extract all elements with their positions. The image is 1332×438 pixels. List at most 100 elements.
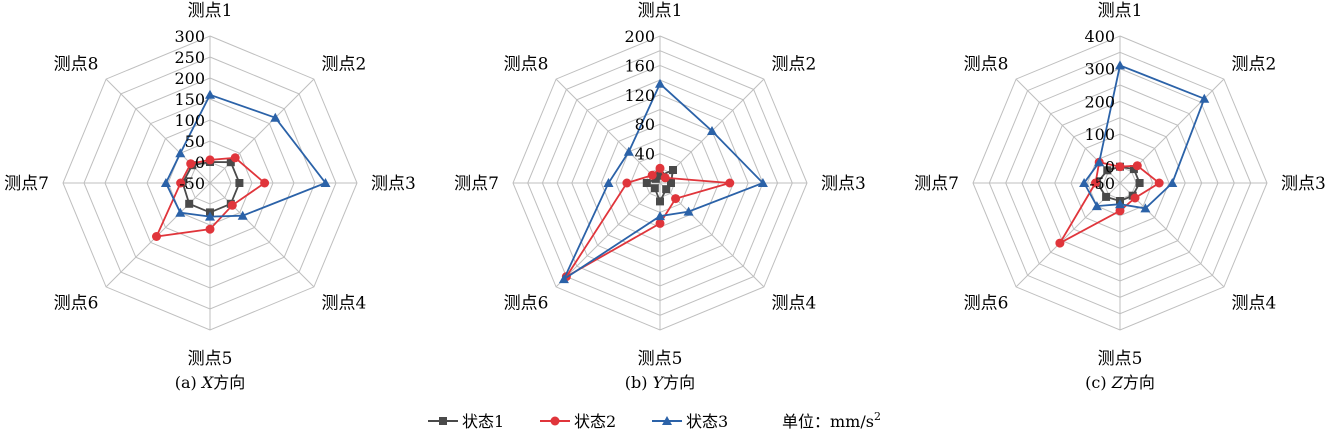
r-tick-label: -50 <box>1089 174 1115 193</box>
r-tick-label: 200 <box>174 69 205 88</box>
data-point-y-s2-7 <box>622 178 632 188</box>
r-tick-label: -50 <box>179 174 205 193</box>
category-label-z-3: 测点3 <box>1281 174 1326 194</box>
data-point-x-s1-2 <box>226 158 235 167</box>
r-tick-label: 0 <box>195 153 205 172</box>
r-tick-label: 120 <box>624 86 655 105</box>
data-point-y-s2-4 <box>671 194 681 204</box>
data-point-y-s2-8 <box>647 170 657 180</box>
data-point-z-s2-7 <box>1091 178 1100 188</box>
category-label-x-1: 测点1 <box>188 1 233 21</box>
data-point-x-s1-6 <box>185 199 194 208</box>
grid-spoke <box>209 78 315 184</box>
category-label-z-4: 测点4 <box>1232 294 1277 314</box>
category-label-z-5: 测点5 <box>1098 349 1143 369</box>
data-point-z-s3-7 <box>1079 178 1090 187</box>
data-point-y-s1-7 <box>642 179 651 187</box>
data-point-y-s1-8 <box>651 174 660 183</box>
category-label-z-7: 测点7 <box>914 174 959 194</box>
data-point-z-s1-2 <box>1129 165 1138 174</box>
category-label-z-6: 测点6 <box>964 294 1009 314</box>
r-tick-label: 250 <box>174 48 205 67</box>
grid-spoke <box>555 78 661 184</box>
radar-chart-z: -500 100 200 300 400 测点1 测点2 测点3 测点4 测点5 测点6 测点7 测点8 <box>914 1 1326 369</box>
data-point-z-s3-1 <box>1115 60 1125 70</box>
data-point-x-s2-5 <box>205 224 215 234</box>
category-label-y-2: 测点2 <box>772 55 817 75</box>
data-point-x-s2-7 <box>176 178 186 188</box>
data-point-y-s2-1 <box>655 163 665 173</box>
category-label-x-7: 测点7 <box>4 174 49 194</box>
grid-spoke <box>555 182 661 288</box>
data-point-z-s3-5 <box>1115 199 1125 209</box>
category-label-x-2: 测点2 <box>322 55 367 75</box>
category-label-y-4: 测点4 <box>772 294 817 314</box>
data-point-z-s3-6 <box>1091 201 1102 211</box>
data-point-x-s3-7 <box>160 178 171 187</box>
category-label-y-1: 测点1 <box>638 1 683 21</box>
category-label-y-3: 测点3 <box>821 174 866 194</box>
data-point-y-s1-3 <box>667 179 675 187</box>
category-label-x-5: 测点5 <box>188 349 233 369</box>
r-tick-label: 0 <box>1105 158 1115 177</box>
data-point-x-s2-6 <box>152 232 161 241</box>
data-point-y-s3-6 <box>558 274 569 284</box>
data-point-y-s3-5 <box>655 211 665 221</box>
r-tick-label: 100 <box>1084 125 1115 144</box>
r-tick-label: 150 <box>174 90 205 109</box>
r-tick-label: 200 <box>1084 92 1115 111</box>
data-point-x-s3-6 <box>175 207 186 217</box>
data-point-x-s2-1 <box>205 155 215 165</box>
legend-label-s2: 状态2 <box>574 412 616 431</box>
r-tick-label: 100 <box>174 111 205 130</box>
data-point-z-s2-1 <box>1115 162 1125 172</box>
data-point-x-s3-4 <box>237 210 248 220</box>
r-tick-label: 50 <box>185 132 205 151</box>
r-tick-label: 300 <box>174 27 205 46</box>
data-point-x-s2-8 <box>186 159 196 169</box>
data-point-x-s3-1 <box>205 89 215 99</box>
legend-marker-s3 <box>662 416 672 425</box>
r-tick-label: 40 <box>635 145 655 164</box>
data-point-y-s3-7 <box>603 178 614 187</box>
category-label-y-5: 测点5 <box>638 349 683 369</box>
category-label-y-6: 测点6 <box>504 294 549 314</box>
r-tick-label: 300 <box>1084 60 1115 79</box>
data-point-y-s3-8 <box>623 146 634 156</box>
data-point-y-s3-1 <box>655 78 665 88</box>
data-point-x-s1-3 <box>235 179 244 187</box>
data-point-x-s3-3 <box>320 178 331 187</box>
legend-label-s1: 状态1 <box>462 412 504 431</box>
category-label-x-4: 测点4 <box>322 294 367 314</box>
category-label-x-8: 测点8 <box>54 55 99 75</box>
data-point-z-s3-3 <box>1167 178 1178 187</box>
data-point-x-s3-5 <box>205 211 215 221</box>
data-point-z-s2-5 <box>1115 206 1125 216</box>
grid-spoke <box>209 182 315 288</box>
category-label-y-7: 测点7 <box>454 174 499 194</box>
data-point-z-s1-3 <box>1135 179 1144 187</box>
caption-y: (b) Y方向 <box>625 373 695 392</box>
category-label-x-6: 测点6 <box>54 294 99 314</box>
data-point-y-s1-4 <box>662 185 671 194</box>
data-point-z-s3-2 <box>1199 93 1210 103</box>
data-point-x-s2-3 <box>260 178 270 188</box>
category-label-x-3: 测点3 <box>371 174 416 194</box>
data-point-z-s1-6 <box>1102 192 1111 201</box>
radar-chart-y: 40 80 120 160 200 测点1 测点2 测点3 测点4 测点5 测点6 测点7 测点8 <box>454 1 866 369</box>
data-point-y-s2-5 <box>655 218 665 228</box>
category-label-z-8: 测点8 <box>964 55 1009 75</box>
data-point-z-s2-4 <box>1130 193 1140 203</box>
r-tick-label: 200 <box>624 27 655 46</box>
data-point-y-s3-3 <box>757 178 768 187</box>
data-point-y-s1-2 <box>669 166 677 174</box>
legend: 状态1 状态2 状态3 单位：mm/s2 <box>428 410 881 431</box>
legend-marker-s2 <box>550 416 560 426</box>
data-point-z-s2-3 <box>1154 178 1164 188</box>
data-point-x-s3-8 <box>175 148 186 158</box>
caption-z: (c) Z方向 <box>1085 373 1155 392</box>
data-point-x-s2-4 <box>227 200 237 210</box>
category-label-z-1: 测点1 <box>1098 1 1143 21</box>
legend-unit: 单位：mm/s2 <box>782 410 881 431</box>
